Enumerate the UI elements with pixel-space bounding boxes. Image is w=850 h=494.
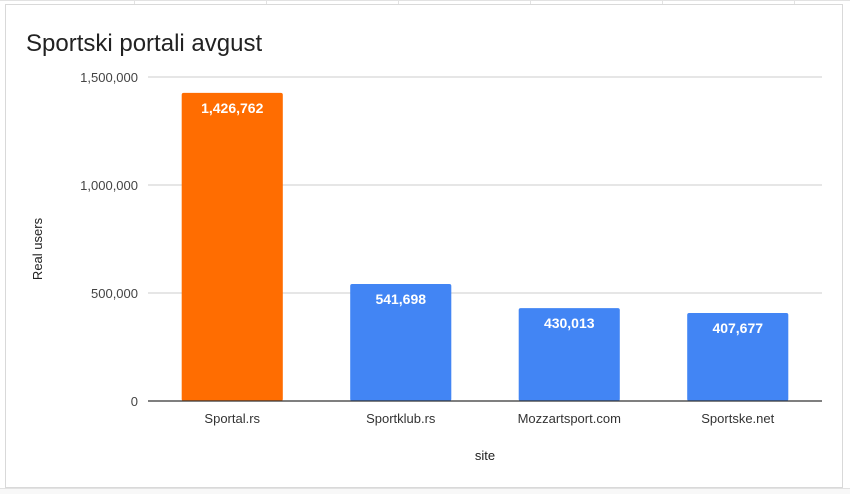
sheet-gridline xyxy=(662,0,663,4)
x-tick-label: Sportklub.rs xyxy=(366,411,436,426)
sheet-gridline xyxy=(134,0,135,4)
sheet-gridline xyxy=(530,0,531,4)
sheet-gridline xyxy=(266,0,267,4)
x-tick-label: Mozzartsport.com xyxy=(518,411,621,426)
y-tick-label: 500,000 xyxy=(91,286,138,301)
data-label: 1,426,762 xyxy=(201,100,263,116)
data-label: 541,698 xyxy=(375,291,426,307)
x-tick-label: Sportal.rs xyxy=(204,411,260,426)
y-tick-label: 1,000,000 xyxy=(80,178,138,193)
data-label: 430,013 xyxy=(544,315,595,331)
y-tick-label: 0 xyxy=(131,394,138,409)
x-axis-ticks: Sportal.rs Sportklub.rs Mozzartsport.com Sp… xyxy=(204,411,774,426)
y-tick-label: 1,500,000 xyxy=(80,70,138,85)
bar[interactable] xyxy=(181,92,283,402)
data-labels: 1,426,762 541,698 430,013 407,677 xyxy=(201,100,763,336)
chart-card[interactable]: Sportski portali avgust 0 500,000 1,000,00… xyxy=(5,4,843,488)
bar-chart: Sportski portali avgust 0 500,000 1,000,00… xyxy=(26,30,822,463)
bars xyxy=(181,92,789,402)
chart-title: Sportski portali avgust xyxy=(26,30,262,57)
x-tick-label: Sportske.net xyxy=(701,411,774,426)
sheet-bottom-strip xyxy=(0,488,850,494)
bar[interactable] xyxy=(518,308,620,401)
x-axis-title: site xyxy=(475,448,495,463)
y-axis-ticks: 0 500,000 1,000,000 1,500,000 xyxy=(80,70,138,409)
bar[interactable] xyxy=(350,283,452,401)
sheet-gridline xyxy=(398,0,399,4)
bar[interactable] xyxy=(687,312,789,401)
data-label: 407,677 xyxy=(712,320,763,336)
y-axis-title: Real users xyxy=(30,217,45,280)
sheet-gridline xyxy=(794,0,795,4)
